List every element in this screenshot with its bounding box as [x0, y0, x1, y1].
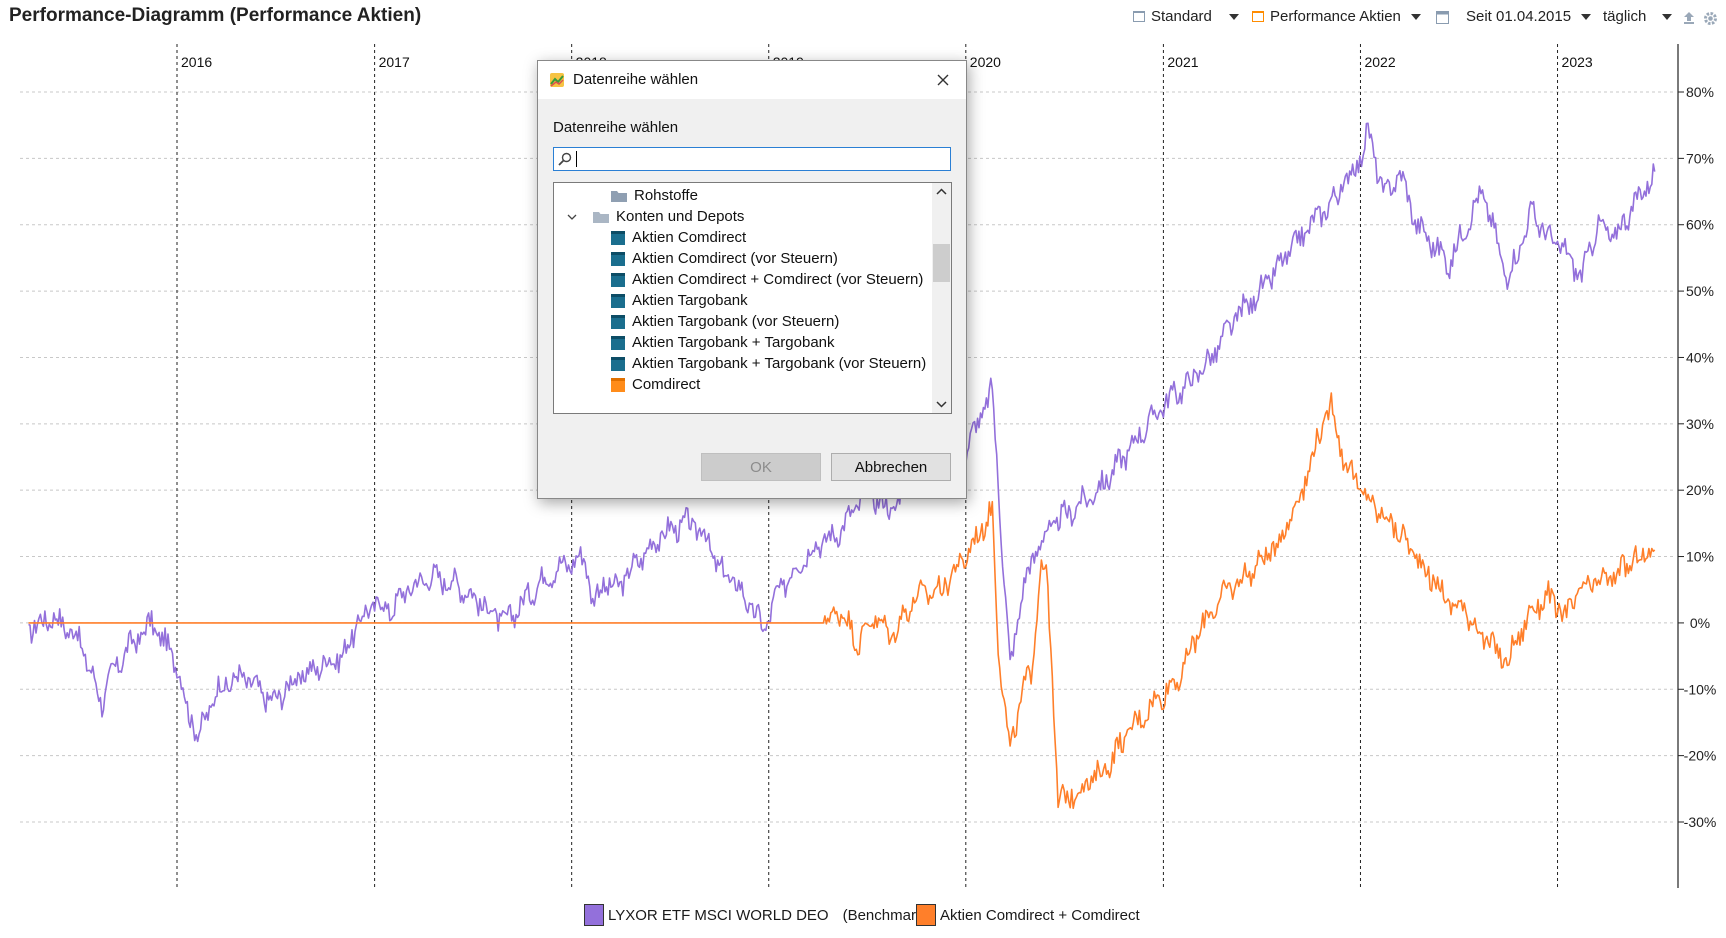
tree-item[interactable]: Aktien Targobank (vor Steuern)	[611, 310, 839, 333]
tree-item[interactable]: Aktien Comdirect	[611, 226, 746, 249]
performance-chart: 80% 70% 60% 50% 40% 30% 20% 10% 0% -10% -20% -30% 20…	[20, 44, 1716, 888]
y-tick-label: 60%	[1686, 217, 1714, 233]
gear-icon[interactable]	[1703, 11, 1718, 26]
close-icon[interactable]	[930, 67, 956, 93]
scroll-down-icon[interactable]	[932, 394, 951, 413]
portfolio-label: Performance Aktien	[1270, 8, 1401, 25]
search-input[interactable]	[576, 150, 946, 168]
legend-suffix-benchmark: (Benchmark)	[842, 906, 929, 924]
x-tick-label: 2023	[1562, 54, 1593, 70]
folder-icon	[611, 190, 627, 202]
x-tick-label: 2022	[1364, 54, 1395, 70]
tree-item[interactable]: Rohstoffe	[611, 184, 698, 207]
chevron-down-icon[interactable]	[567, 212, 577, 222]
y-tick-label: 70%	[1686, 150, 1714, 166]
y-tick-label: -30%	[1684, 814, 1717, 830]
portfolio-selector[interactable]: Performance Aktien	[1252, 8, 1401, 25]
tree-item-label: Konten und Depots	[616, 208, 745, 225]
tree-item-label: Aktien Comdirect + Comdirect (vor Steuer…	[632, 271, 924, 288]
page-title: Performance-Diagramm (Performance Aktien…	[9, 5, 422, 26]
view-selector[interactable]: Standard	[1133, 8, 1212, 25]
portfolio-icon	[1252, 11, 1264, 22]
tree-item[interactable]: Aktien Targobank	[611, 289, 748, 312]
portfolio-dropdown-arrow-icon[interactable]	[1411, 14, 1421, 20]
search-icon	[558, 152, 572, 166]
chart-toolbar: Standard Performance Aktien Seit 01.04.2…	[0, 8, 1726, 30]
dialog-titlebar: Datenreihe wählen	[538, 61, 966, 99]
y-tick-label: 50%	[1686, 283, 1714, 299]
tree-item-label: Comdirect	[632, 376, 701, 393]
tree-item[interactable]: Konten und Depots	[567, 205, 745, 228]
view-icon	[1133, 11, 1145, 22]
x-tick-label: 2020	[970, 54, 1001, 70]
export-icon[interactable]	[1682, 11, 1696, 25]
chart-app-icon	[550, 73, 564, 87]
interval-dropdown-arrow-icon[interactable]	[1662, 14, 1672, 20]
y-tick-label: -20%	[1684, 748, 1717, 764]
account-icon	[611, 251, 625, 266]
interval-label: täglich	[1603, 8, 1647, 25]
x-tick-label: 2016	[181, 54, 212, 70]
tree-scrollbar[interactable]	[932, 183, 951, 413]
y-tick-label: 0%	[1690, 615, 1710, 631]
tree-item-label: Aktien Targobank (vor Steuern)	[632, 313, 840, 330]
legend-swatch-benchmark	[584, 904, 604, 926]
chart-axes: 80% 70% 60% 50% 40% 30% 20% 10% 0% -10% -20% -30% 20…	[181, 44, 1716, 888]
tree-item-label: Aktien Comdirect (vor Steuern)	[632, 250, 838, 267]
period-label: Seit 01.04.2015	[1466, 8, 1572, 25]
legend-label-portfolio: Aktien Comdirect + Comdirect	[940, 906, 1140, 924]
folder-icon	[593, 211, 609, 223]
y-tick-label: 20%	[1686, 482, 1714, 498]
select-series-dialog: Datenreihe wählen Datenreihe wählen Rohs…	[537, 60, 967, 499]
account-icon	[611, 356, 625, 371]
legend-label-benchmark: LYXOR ETF MSCI WORLD DEO	[608, 906, 829, 924]
tree-item[interactable]: Aktien Comdirect + Comdirect (vor Steuer…	[611, 268, 923, 291]
x-tick-label: 2021	[1167, 54, 1198, 70]
tree-item[interactable]: Aktien Comdirect (vor Steuern)	[611, 247, 838, 270]
account-icon	[611, 230, 625, 245]
y-tick-label: 30%	[1686, 416, 1714, 432]
x-tick-label: 2017	[379, 54, 410, 70]
legend-item-benchmark[interactable]: LYXOR ETF MSCI WORLD DEO (Benchmark)	[584, 904, 928, 926]
tree-item-label: Aktien Targobank	[632, 292, 748, 309]
view-dropdown-arrow-icon[interactable]	[1229, 14, 1239, 20]
account-icon	[611, 272, 625, 287]
y-tick-label: 10%	[1686, 549, 1714, 565]
tree-item-label: Aktien Targobank + Targobank	[632, 334, 835, 351]
series-tree: Rohstoffe Konten und Depots Aktien Comdire…	[553, 182, 952, 414]
series-line-benchmark	[28, 122, 1656, 743]
y-tick-label: 80%	[1686, 84, 1714, 100]
scrollbar-thumb[interactable]	[933, 244, 950, 282]
tree-item[interactable]: Aktien Targobank + Targobank	[611, 331, 835, 354]
account-icon	[611, 377, 625, 392]
dialog-title: Datenreihe wählen	[573, 71, 699, 88]
series-line-portfolio	[28, 392, 1656, 810]
scroll-up-icon[interactable]	[932, 183, 951, 202]
search-field[interactable]	[553, 147, 951, 171]
interval-selector[interactable]: täglich	[1603, 8, 1646, 25]
y-tick-label: 40%	[1686, 349, 1714, 365]
chart-series	[28, 122, 1656, 810]
view-label: Standard	[1151, 8, 1212, 25]
ok-button[interactable]: OK	[701, 453, 821, 481]
tree-item-label: Aktien Targobank + Targobank (vor Steuer…	[632, 355, 927, 372]
window-icon[interactable]	[1436, 11, 1449, 24]
legend-swatch-portfolio	[916, 904, 936, 926]
period-dropdown-arrow-icon[interactable]	[1581, 14, 1591, 20]
tree-item[interactable]: Aktien Targobank + Targobank (vor Steuer…	[611, 352, 926, 375]
tree-item[interactable]: Comdirect	[611, 373, 700, 396]
account-icon	[611, 335, 625, 350]
period-selector[interactable]: Seit 01.04.2015	[1466, 8, 1571, 25]
search-label: Datenreihe wählen	[553, 119, 679, 136]
legend-item-portfolio[interactable]: Aktien Comdirect + Comdirect	[916, 904, 1140, 926]
cancel-button[interactable]: Abbrechen	[831, 453, 951, 481]
tree-item-label: Rohstoffe	[634, 187, 698, 204]
account-icon	[611, 314, 625, 329]
y-tick-label: -10%	[1684, 681, 1717, 697]
account-icon	[611, 293, 625, 308]
tree-item-label: Aktien Comdirect	[632, 229, 747, 246]
